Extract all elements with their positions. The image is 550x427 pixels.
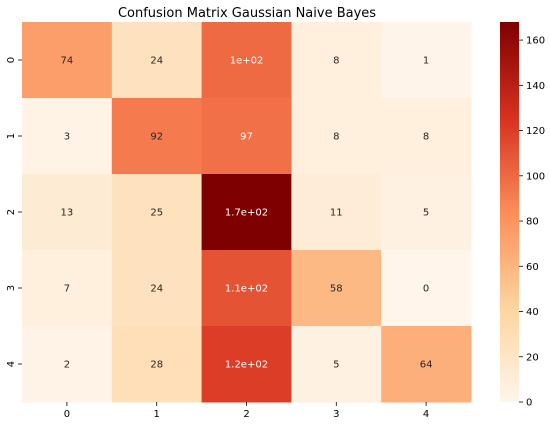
heatmap-cell-label: 2 — [64, 360, 70, 371]
heatmap-cell-label: 1.1e+02 — [225, 284, 268, 295]
heatmap-cell-label: 24 — [150, 284, 163, 295]
heatmap-cell — [111, 22, 203, 99]
heatmap-cell — [22, 326, 113, 403]
colorbar-tick-label: 60 — [526, 262, 539, 273]
heatmap-cell-label: 25 — [150, 208, 163, 219]
heatmap-cell — [291, 98, 382, 175]
chart-title: Confusion Matrix Gaussian Naive Bayes — [118, 6, 376, 21]
heatmap-cell-label: 24 — [150, 56, 163, 67]
heatmap-cell — [201, 326, 292, 403]
heatmap-cell — [22, 250, 113, 327]
heatmap-cell-label: 74 — [61, 56, 74, 67]
colorbar-tick-label: 40 — [526, 307, 539, 318]
colorbar-tick-label: 160 — [526, 36, 545, 47]
heatmap-cell-label: 3 — [64, 132, 70, 143]
heatmap-cell — [381, 326, 472, 403]
heatmap-cell-label: 64 — [420, 360, 433, 371]
heatmap-cell-label: 1.2e+02 — [225, 360, 268, 371]
heatmap-cell — [111, 250, 203, 327]
heatmap-cell-label: 58 — [330, 284, 343, 295]
heatmap-cell-label: 92 — [150, 132, 163, 143]
y-tick-label: 4 — [6, 361, 17, 367]
colorbar-tick-label: 0 — [526, 398, 532, 409]
colorbar-tick-label: 100 — [526, 171, 545, 182]
heatmap-cell — [381, 250, 472, 327]
colorbar-tick-label: 20 — [526, 352, 539, 363]
y-axis-ticks: 0 1 2 3 4 — [6, 57, 22, 367]
heatmap-cell — [111, 98, 203, 175]
heatmap-cell — [291, 250, 382, 327]
heatmap-cell — [111, 174, 203, 251]
heatmap-cells — [22, 22, 472, 403]
x-tick-label: 3 — [333, 409, 339, 420]
y-tick-label: 0 — [6, 57, 17, 63]
x-tick-label: 2 — [243, 409, 249, 420]
heatmap-cell-label: 97 — [240, 132, 253, 143]
heatmap-cell — [291, 174, 382, 251]
heatmap-cell-label: 8 — [333, 56, 339, 67]
x-tick-label: 4 — [423, 409, 429, 420]
heatmap-cell-label: 11 — [330, 208, 343, 219]
heatmap-cell-label: 8 — [423, 132, 429, 143]
heatmap-cell-label: 13 — [61, 208, 74, 219]
heatmap-cell — [381, 98, 472, 175]
heatmap-cell-label: 1.7e+02 — [225, 208, 268, 219]
heatmap-cell-label: 8 — [333, 132, 339, 143]
heatmap-cell — [381, 22, 472, 99]
heatmap-cell-label: 0 — [423, 284, 429, 295]
colorbar-tick-label: 120 — [526, 126, 545, 137]
heatmap-cell — [22, 174, 113, 251]
heatmap-cell — [22, 98, 113, 175]
x-tick-label: 0 — [64, 409, 70, 420]
colorbar-tick-label: 140 — [526, 81, 545, 92]
heatmap-cell — [201, 98, 292, 175]
heatmap-cell-labels: 74 24 1e+02 8 13 92 97 8 813 25 1.7e+02 11 57 24 1.1e+… — [61, 56, 433, 371]
heatmap-cell — [291, 22, 382, 99]
heatmap-cell — [201, 22, 292, 99]
heatmap-cell — [381, 174, 472, 251]
heatmap-cell — [291, 326, 382, 403]
heatmap-cell — [111, 326, 203, 403]
heatmap-cell-label: 1e+02 — [230, 56, 264, 67]
y-tick-label: 2 — [6, 209, 17, 215]
colorbar-ticks: 0 20 40 60 80 100 120 140 160 — [519, 36, 545, 409]
heatmap-cell — [201, 250, 292, 327]
heatmap-cell-label: 7 — [64, 284, 70, 295]
x-axis-ticks: 0 1 2 3 4 — [64, 402, 429, 420]
colorbar-tick-label: 80 — [526, 217, 539, 228]
heatmap-cell — [22, 22, 113, 99]
heatmap-cell-label: 28 — [150, 360, 163, 371]
x-tick-label: 1 — [154, 409, 160, 420]
y-tick-label: 3 — [6, 285, 17, 291]
heatmap-cell — [201, 174, 292, 251]
heatmap-cell-label: 1 — [423, 56, 429, 67]
y-tick-label: 1 — [6, 133, 17, 139]
heatmap-cell-label: 5 — [423, 208, 429, 219]
heatmap-cell-label: 5 — [333, 360, 339, 371]
colorbar — [500, 22, 519, 402]
